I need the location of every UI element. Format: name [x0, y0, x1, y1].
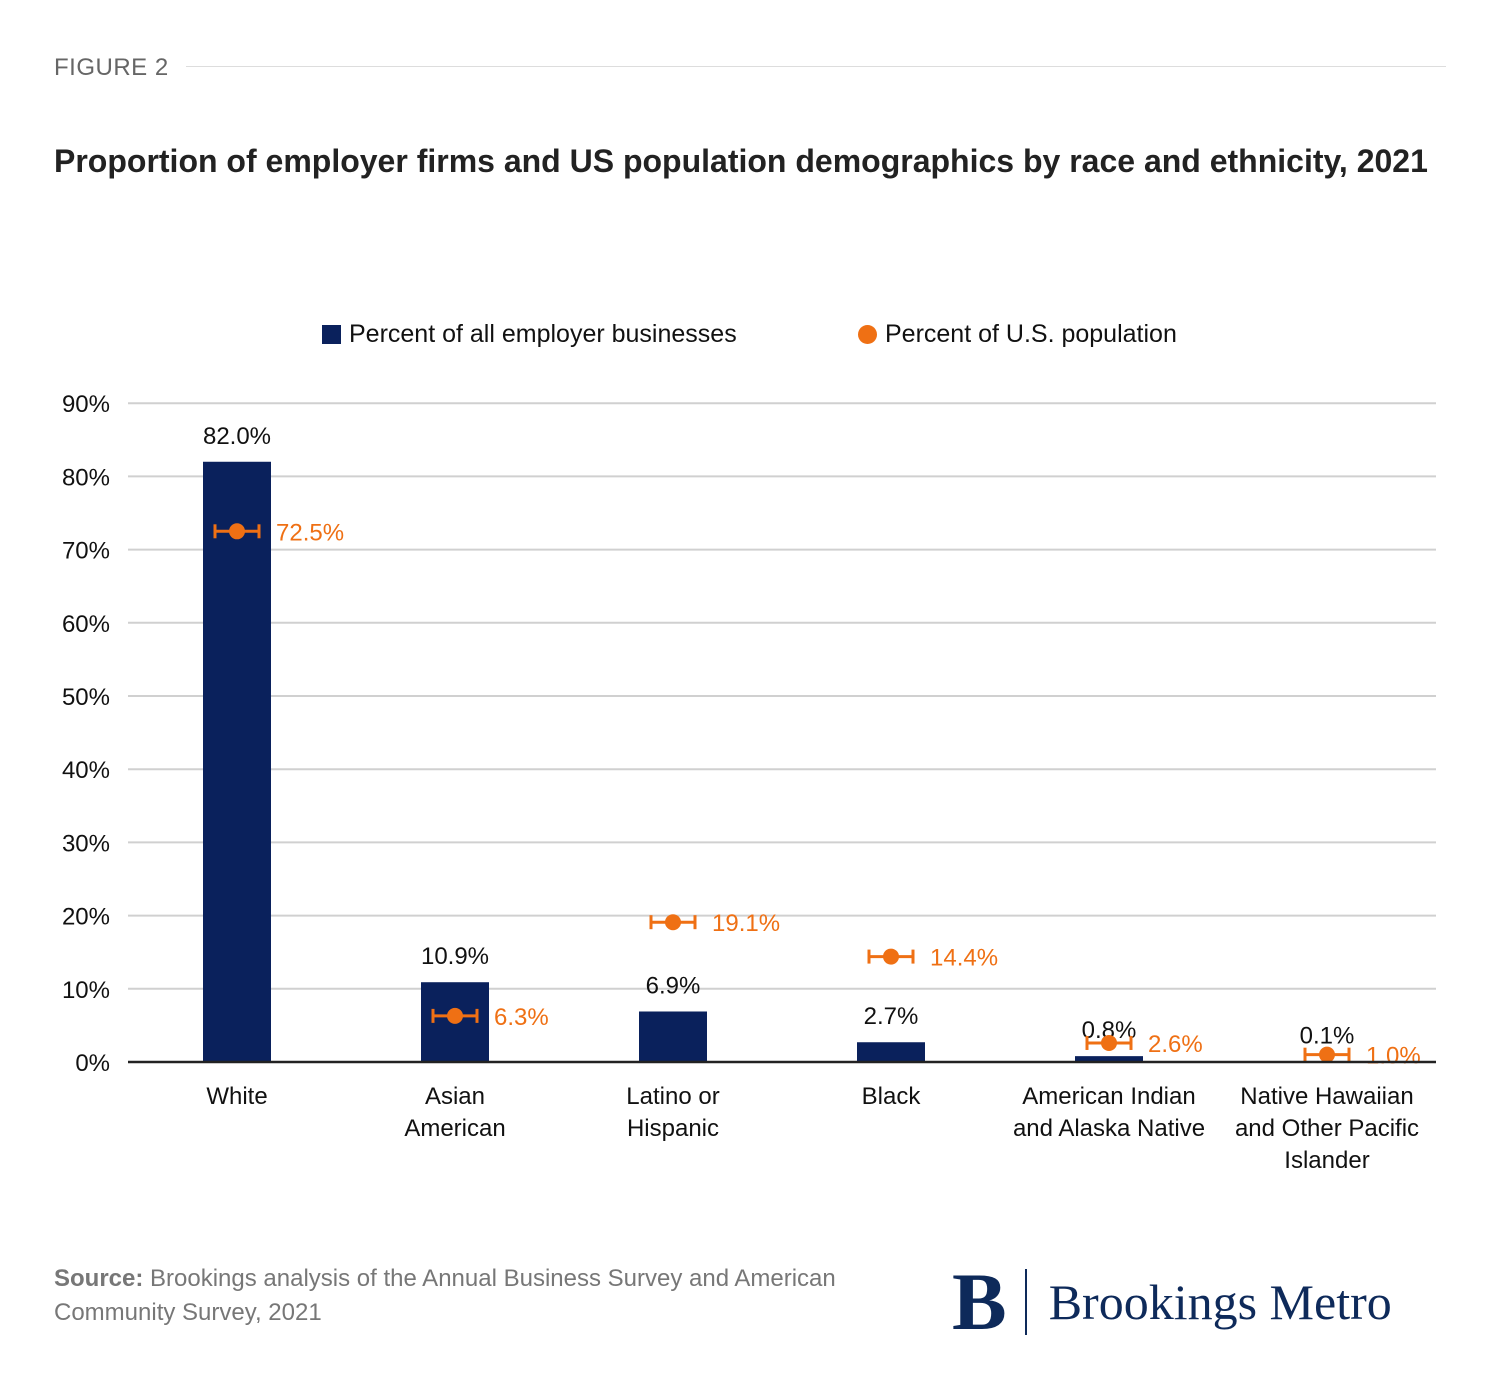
bar: [203, 461, 271, 1062]
y-tick-label: 20%: [62, 904, 110, 931]
category-label-line: Hispanic: [627, 1115, 719, 1142]
population-value-label: 14.4%: [930, 945, 998, 972]
population-value-label: 2.6%: [1148, 1031, 1203, 1058]
category-label-line: Black: [862, 1083, 922, 1110]
brand-divider: [1024, 1269, 1027, 1335]
figure-label: FIGURE 2: [54, 54, 169, 81]
category-label-line: Latino or: [626, 1083, 719, 1110]
population-point: [229, 523, 245, 540]
bar-value-label: 10.9%: [421, 943, 489, 970]
category-label: Asian American: [404, 1083, 505, 1142]
source-note: Source: Brookings analysis of the Annual…: [54, 1262, 874, 1330]
population-value-label: 6.3%: [494, 1004, 549, 1031]
category-label: Latino or Hispanic: [626, 1083, 719, 1142]
category-label: American Indian and Alaska Native: [1013, 1083, 1205, 1142]
population-value-label: 72.5%: [276, 519, 344, 546]
source-text: Brookings analysis of the Annual Busines…: [54, 1265, 836, 1326]
source-label: Source:: [54, 1265, 144, 1292]
population-point: [665, 914, 681, 931]
y-tick-label: 0%: [75, 1050, 110, 1077]
category-label-line: Native Hawaiian: [1240, 1083, 1413, 1110]
bar: [857, 1042, 925, 1062]
category-label-line: American: [404, 1115, 505, 1142]
brand-mark: B: [952, 1256, 1007, 1347]
y-tick-label: 90%: [62, 391, 110, 418]
category-label-line: and Alaska Native: [1013, 1115, 1205, 1142]
population-point: [447, 1007, 463, 1024]
figure-label-rule: [186, 66, 1446, 67]
brand-name: Brookings Metro: [1048, 1274, 1392, 1330]
chart-title: Proportion of employer firms and US popu…: [54, 143, 1428, 179]
legend-item-businesses: Percent of all employer businesses: [322, 320, 737, 349]
y-tick-label: 60%: [62, 611, 110, 638]
category-label-line: White: [206, 1083, 267, 1110]
population-point: [1101, 1034, 1117, 1051]
category-label-line: Asian: [425, 1083, 485, 1110]
y-tick-label: 80%: [62, 464, 110, 491]
population-value-label: 1.0%: [1366, 1043, 1421, 1070]
category-label-line: Islander: [1284, 1147, 1369, 1174]
legend-square-swatch: [322, 325, 341, 344]
population-point: [883, 948, 899, 965]
chart-legend: Percent of all employer businesses Perce…: [0, 320, 1500, 352]
chart-plot: 0% 10% 20% 30% 40% 50% 60% 70% 80% 90% 82.0% 72.5% W…: [62, 391, 1436, 1174]
bar: [639, 1011, 707, 1062]
legend-item-population: Percent of U.S. population: [858, 320, 1177, 349]
y-tick-label: 70%: [62, 538, 110, 565]
category-label: White: [206, 1083, 267, 1110]
y-tick-label: 10%: [62, 977, 110, 1004]
legend-label-population: Percent of U.S. population: [885, 320, 1177, 348]
bar-value-label: 82.0%: [203, 423, 271, 450]
legend-dot-swatch: [858, 325, 877, 344]
y-tick-label: 50%: [62, 684, 110, 711]
brookings-metro-logo: B Brookings Metro: [952, 1256, 1392, 1347]
bar: [1075, 1056, 1143, 1062]
category-label: Black: [862, 1083, 922, 1110]
legend-label-businesses: Percent of all employer businesses: [349, 320, 737, 348]
y-tick-label: 40%: [62, 757, 110, 784]
bar-value-label: 0.1%: [1300, 1022, 1355, 1049]
y-tick-label: 30%: [62, 830, 110, 857]
population-value-label: 19.1%: [712, 910, 780, 937]
bar-value-label: 2.7%: [864, 1003, 919, 1030]
bar-value-label: 6.9%: [646, 972, 701, 999]
category-label: Native Hawaiian and Other Pacific Islander: [1235, 1083, 1419, 1174]
category-label-line: and Other Pacific: [1235, 1115, 1419, 1142]
population-point: [1319, 1046, 1335, 1063]
category-label-line: American Indian: [1022, 1083, 1195, 1110]
